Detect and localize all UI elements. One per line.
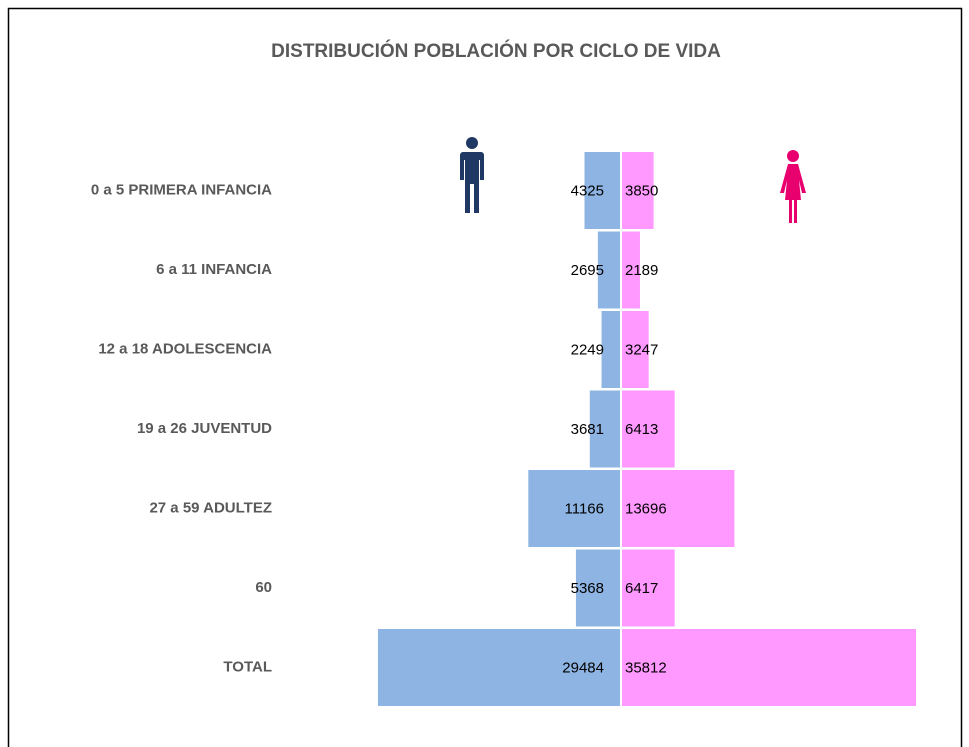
value-label: 4325	[571, 182, 604, 199]
value-label: 6417	[625, 580, 658, 597]
value-label: 5368	[571, 580, 604, 597]
category-label: 60	[255, 579, 272, 596]
chart-title: DISTRIBUCIÓN POBLACIÓN POR CICLO DE VIDA	[271, 40, 721, 62]
value-label: 2189	[625, 262, 658, 279]
female-bar	[622, 390, 675, 468]
value-label: 11166	[565, 500, 605, 517]
value-label: 6413	[625, 421, 658, 438]
male-bar	[528, 470, 620, 547]
female-bar	[622, 629, 916, 706]
male-icon	[460, 137, 484, 213]
value-label: 13696	[625, 500, 667, 517]
value-label: 2695	[571, 262, 604, 279]
category-label: 19 a 26 JUVENTUD	[137, 420, 272, 437]
category-label: 12 a 18 ADOLESCENCIA	[98, 340, 272, 357]
category-label: 0 a 5 PRIMERA INFANCIA	[91, 181, 272, 198]
female-bar	[622, 549, 675, 627]
female-bar	[622, 470, 735, 547]
male-bar	[377, 629, 620, 706]
male-bar	[589, 390, 620, 468]
male-bar	[584, 152, 620, 229]
value-label: 3247	[625, 341, 658, 358]
value-label: 3850	[625, 182, 658, 199]
female-icon	[780, 150, 806, 223]
category-label: TOTAL	[223, 658, 272, 675]
female-bar	[622, 231, 640, 309]
frame	[7, 7, 963, 747]
category-label: 6 a 11 INFANCIA	[156, 261, 272, 278]
male-bar	[601, 311, 620, 388]
male-bar	[575, 549, 620, 627]
value-label: 35812	[625, 659, 667, 676]
value-label: 2249	[571, 341, 604, 358]
value-label: 29484	[562, 659, 604, 676]
male-bar	[597, 231, 620, 309]
female-bar	[622, 152, 654, 229]
female-bar	[622, 311, 649, 388]
value-label: 3681	[571, 421, 604, 438]
category-label: 27 a 59 ADULTEZ	[149, 499, 272, 516]
